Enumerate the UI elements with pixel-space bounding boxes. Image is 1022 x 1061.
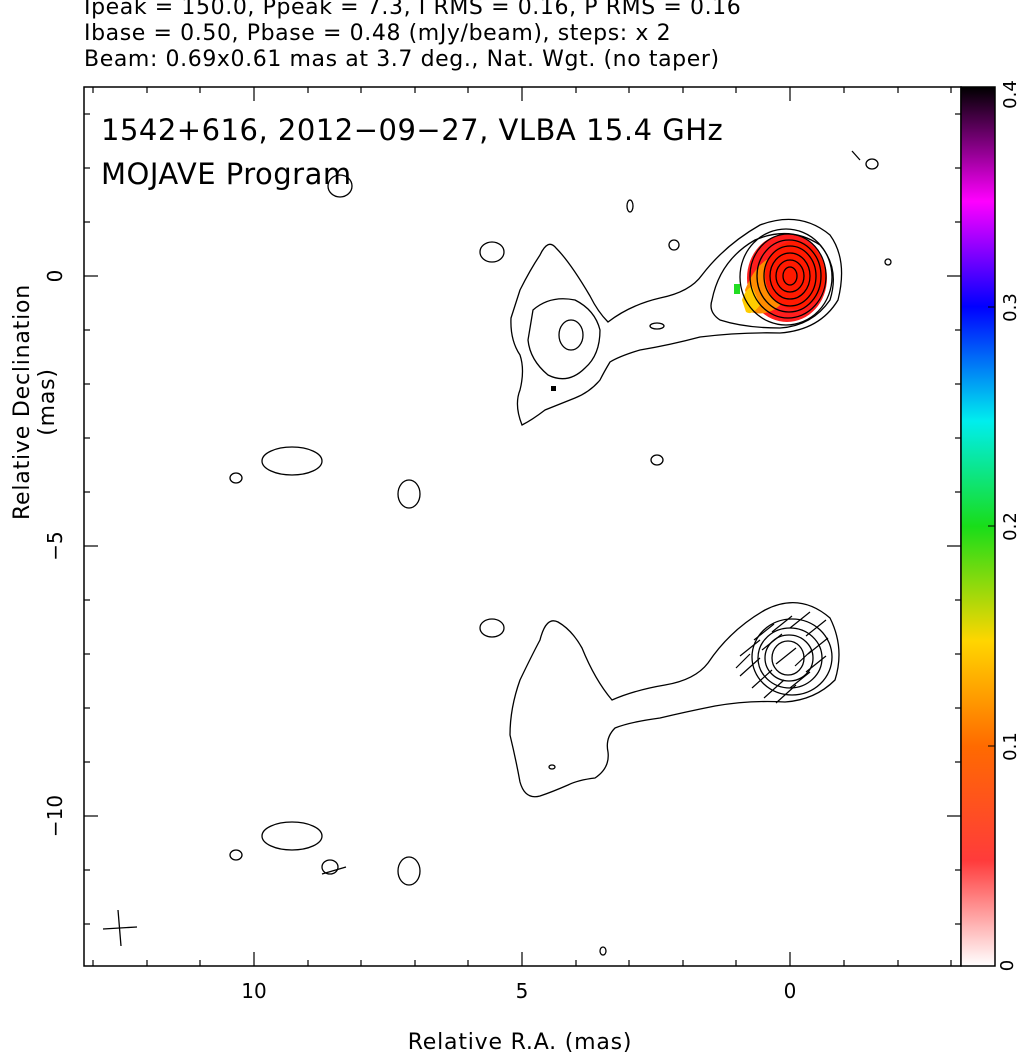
colorbar-ticks xyxy=(988,306,995,747)
header-line-3: Beam: 0.69x0.61 mas at 3.7 deg., Nat. Wg… xyxy=(84,47,720,72)
plot-frame xyxy=(83,86,962,967)
beam-cross xyxy=(102,909,138,947)
colorbar-tick-label: 0.3 xyxy=(999,293,1021,322)
y-ticks xyxy=(84,113,961,925)
y-tick-label: −10 xyxy=(43,795,67,837)
intensity-contours-top xyxy=(229,150,892,509)
colorbar-tick-label: 0.1 xyxy=(999,732,1021,761)
x-ticks xyxy=(92,87,952,966)
x-tick-label: 5 xyxy=(516,979,529,1003)
header-line-2: Ibase = 0.50, Pbase = 0.48 (mJy/beam), s… xyxy=(84,21,672,46)
program-annotation: MOJAVE Program xyxy=(101,157,352,191)
header-line-1: Ipeak = 150.0, Ppeak = 7.3, I RMS = 0.16… xyxy=(84,0,742,20)
source-annotation: 1542+616, 2012−09−27, VLBA 15.4 GHz xyxy=(101,113,723,147)
colorbar-tick-label: 0 xyxy=(997,959,1019,972)
intensity-contours-bottom xyxy=(229,602,840,956)
y-tick-label: 0 xyxy=(43,270,67,283)
colorbar-tick-label: 0.2 xyxy=(999,512,1021,541)
y-axis-label: Relative Declination (mas) xyxy=(10,283,60,521)
y-tick-label: −5 xyxy=(43,531,67,560)
fractional-polarization-patch xyxy=(734,234,827,322)
x-tick-label: 0 xyxy=(784,979,797,1003)
x-tick-label: 10 xyxy=(241,979,266,1003)
colorbar-tick-label: 0.4 xyxy=(999,80,1021,109)
pixel-mark xyxy=(551,386,556,391)
evpa-vectors xyxy=(735,611,829,704)
x-axis-label: Relative R.A. (mas) xyxy=(407,1030,633,1055)
